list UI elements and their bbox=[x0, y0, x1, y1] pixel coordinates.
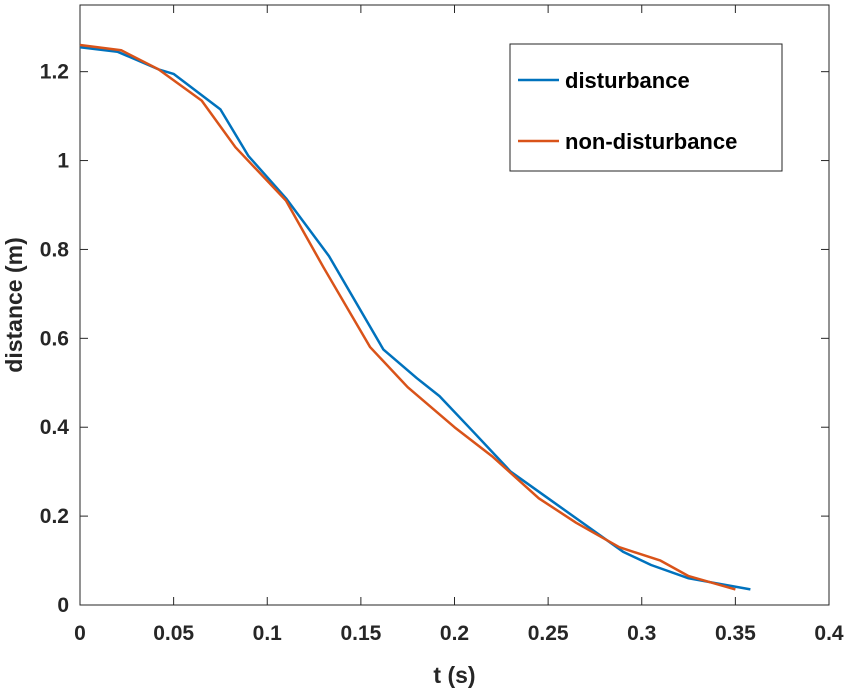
series-layer bbox=[79, 43, 751, 591]
y-tick-label: 0.8 bbox=[40, 238, 70, 261]
legend-box bbox=[509, 43, 783, 172]
x-tick-label: 0.1 bbox=[253, 622, 283, 645]
legend: disturbance non-disturbance bbox=[509, 43, 783, 172]
x-tick-label: 0.05 bbox=[153, 622, 194, 645]
y-tick-label: 0 bbox=[57, 594, 69, 617]
y-tick-label: 0.4 bbox=[40, 416, 70, 439]
series-line-non-disturbance bbox=[79, 43, 736, 591]
x-tick-label: 0.35 bbox=[715, 622, 756, 645]
y-tick-label: 0.6 bbox=[40, 327, 69, 350]
x-tick-label: 0.15 bbox=[340, 622, 381, 645]
x-tick-label: 0.2 bbox=[440, 622, 469, 645]
y-tick-label: 0.2 bbox=[40, 505, 69, 528]
ticks-layer: 0 0.05 0.1 0.15 0.2 0.25 0.3 0.35 0.4 0 0.2 0.4 0.6 0… bbox=[40, 5, 844, 645]
x-tick-label: 0.3 bbox=[627, 622, 656, 645]
y-axis-label: distance (m) bbox=[1, 237, 27, 372]
x-tick-label: 0 bbox=[74, 622, 86, 645]
legend-label-non-disturbance: non-disturbance bbox=[565, 129, 737, 154]
y-tick-label: 1 bbox=[57, 150, 69, 173]
series-line-disturbance bbox=[79, 45, 751, 591]
x-tick-label: 0.25 bbox=[528, 622, 569, 645]
x-axis-label: t (s) bbox=[433, 662, 475, 688]
legend-label-disturbance: disturbance bbox=[565, 68, 690, 93]
y-tick-label: 1.2 bbox=[40, 61, 69, 84]
x-tick-label: 0.4 bbox=[814, 622, 844, 645]
